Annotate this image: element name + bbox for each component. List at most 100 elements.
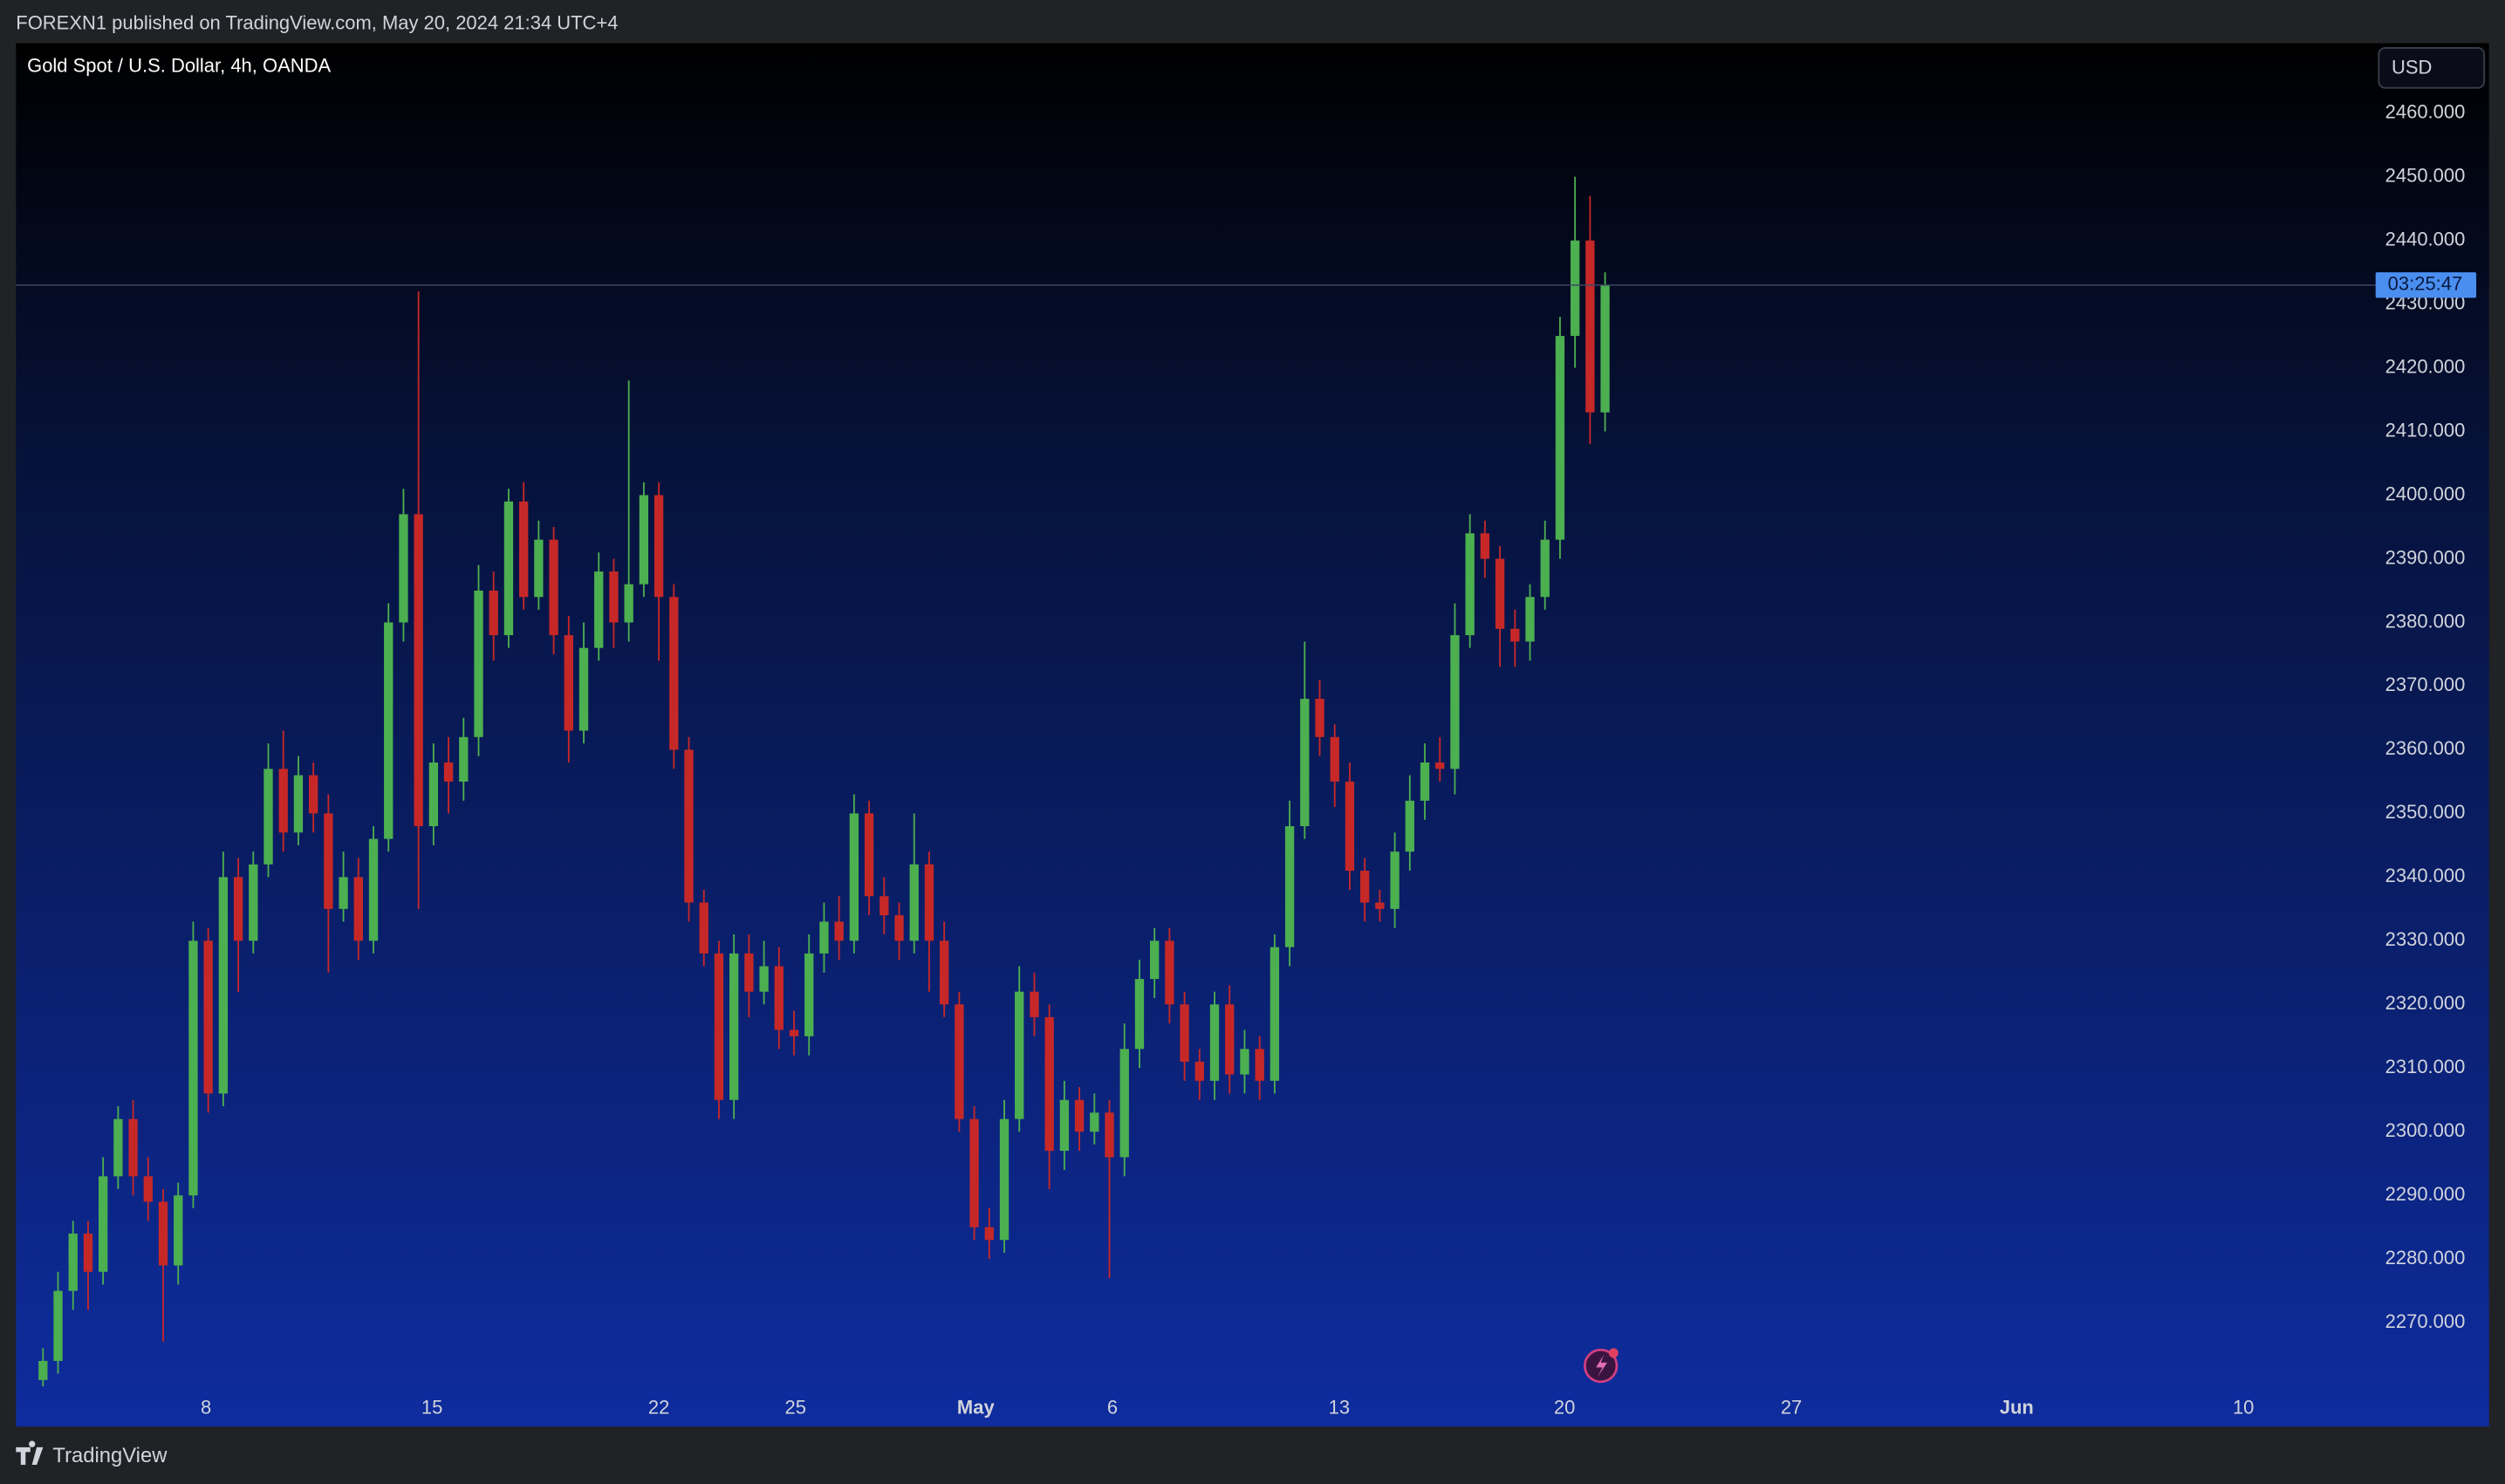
candle-body — [368, 838, 379, 941]
candle-body — [654, 495, 664, 598]
candle-body — [684, 749, 694, 903]
x-tick-label: May — [957, 1397, 996, 1419]
y-tick-label: 2400.000 — [2385, 482, 2466, 504]
x-tick-label: Jun — [2000, 1397, 2034, 1419]
candle-body — [278, 769, 288, 833]
x-tick-label: 8 — [201, 1397, 211, 1419]
candle-body — [443, 763, 454, 782]
y-tick-label: 2420.000 — [2385, 355, 2466, 377]
candle-body — [1225, 1004, 1235, 1075]
candle-body — [999, 1118, 1010, 1241]
x-tick-label: 15 — [421, 1397, 442, 1419]
candle-body — [1390, 851, 1400, 909]
candle-body — [1270, 947, 1280, 1081]
candle-body — [188, 940, 198, 1196]
candle-body — [729, 953, 739, 1100]
footer-brand: TradingView — [52, 1444, 168, 1467]
y-tick-label: 2440.000 — [2385, 228, 2466, 250]
y-tick-label: 2380.000 — [2385, 610, 2466, 632]
x-tick-label: 10 — [2233, 1397, 2254, 1419]
currency-label[interactable]: USD — [2392, 57, 2432, 79]
candle-body — [1255, 1049, 1264, 1081]
candle-body — [609, 571, 619, 623]
candle-body — [1480, 533, 1490, 559]
candle-body — [353, 877, 363, 941]
y-tick-label: 2410.000 — [2385, 419, 2466, 441]
candle-body — [594, 571, 604, 648]
candle-body — [143, 1176, 153, 1202]
currency-button[interactable] — [2378, 47, 2486, 89]
candle-body — [1435, 763, 1445, 769]
candle-body — [1209, 1004, 1220, 1081]
candle-body — [549, 539, 558, 636]
candle-body — [669, 597, 679, 750]
candle-body — [1450, 635, 1460, 769]
candle-body — [98, 1176, 108, 1272]
candle-body — [233, 877, 243, 941]
chart-panel — [16, 43, 2489, 1427]
candle-body — [1330, 736, 1339, 782]
candle-body — [834, 921, 844, 941]
y-tick-label: 2460.000 — [2385, 101, 2466, 123]
candle-body — [1030, 991, 1039, 1017]
candle-body — [864, 813, 874, 897]
candle-body — [564, 635, 573, 731]
candle-body — [804, 953, 814, 1036]
candle-body — [1525, 597, 1535, 642]
candle-body — [308, 775, 318, 814]
candle-body — [1405, 800, 1414, 852]
event-icon-dot — [1608, 1348, 1619, 1358]
candle-body — [128, 1118, 138, 1177]
x-tick-label: 6 — [1107, 1397, 1118, 1419]
candle-body — [909, 864, 919, 941]
candle-body — [1074, 1099, 1085, 1132]
y-tick-label: 2270.000 — [2385, 1310, 2466, 1332]
candle-body — [714, 953, 724, 1100]
candle-body — [1570, 240, 1580, 337]
x-tick-label: 27 — [1781, 1397, 1802, 1419]
candle-body — [293, 775, 304, 833]
candle-body — [324, 813, 333, 909]
candle-body — [503, 501, 514, 636]
candle-body — [624, 584, 633, 623]
candle-body — [218, 877, 229, 1094]
candle-body — [1240, 1049, 1249, 1075]
y-tick-label: 2360.000 — [2385, 737, 2466, 759]
x-tick-label: 20 — [1554, 1397, 1575, 1419]
y-tick-label: 2310.000 — [2385, 1056, 2466, 1077]
y-tick-label: 2340.000 — [2385, 865, 2466, 886]
countdown-label: 03:25:47 — [2388, 273, 2463, 295]
candle-body — [1375, 902, 1385, 909]
candle-body — [428, 763, 439, 826]
candle-body — [744, 953, 754, 992]
y-tick-label: 2450.000 — [2385, 164, 2466, 186]
candle-body — [984, 1227, 994, 1241]
candle-body — [1044, 1016, 1054, 1152]
candle-body — [174, 1195, 183, 1266]
y-tick-label: 2330.000 — [2385, 928, 2466, 950]
y-tick-label: 2280.000 — [2385, 1247, 2466, 1269]
candle-body — [1300, 699, 1310, 826]
event-icon-glyph — [1596, 1354, 1607, 1378]
candle-body — [924, 864, 934, 941]
candle-body — [699, 902, 708, 954]
symbol-title: Gold Spot / U.S. Dollar, 4h, OANDA — [27, 55, 331, 77]
candle-body — [1105, 1112, 1114, 1158]
candle-body — [459, 736, 469, 782]
candle-body — [1015, 991, 1024, 1119]
candle-body — [759, 966, 769, 992]
candle-body — [1090, 1112, 1099, 1132]
candle-body — [819, 921, 829, 954]
candle-body — [68, 1233, 78, 1291]
y-tick-label: 2320.000 — [2385, 992, 2466, 1014]
candle-body — [203, 940, 213, 1094]
y-tick-label: 2370.000 — [2385, 674, 2466, 695]
candle-body — [1420, 763, 1430, 801]
candle-body — [578, 647, 589, 731]
candle-body — [339, 877, 348, 909]
candle-body — [969, 1118, 979, 1228]
candle-body — [1165, 940, 1174, 1005]
candle-body — [1284, 825, 1295, 947]
candle-body — [939, 940, 949, 1005]
candle-body — [789, 1029, 799, 1036]
